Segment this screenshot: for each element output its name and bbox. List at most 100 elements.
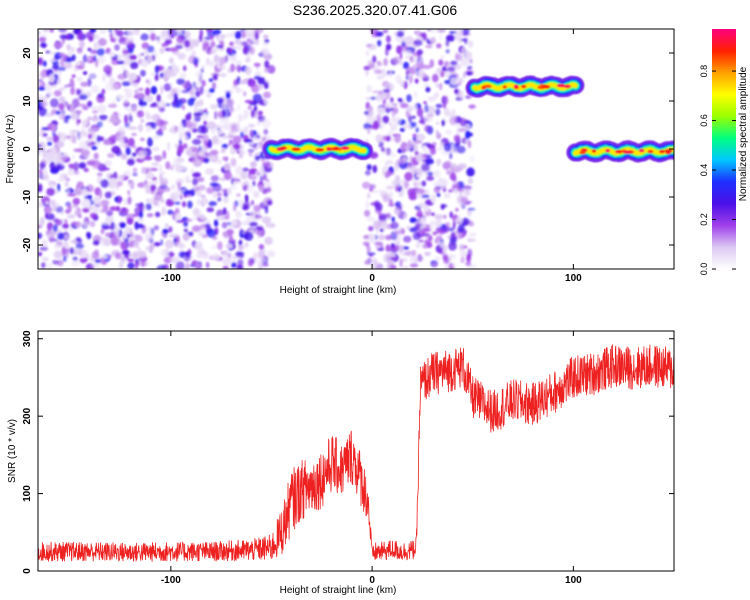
- noise-blob: [182, 65, 187, 72]
- noise-blob: [71, 129, 80, 134]
- noise-blob: [143, 183, 149, 188]
- noise-blob: [154, 193, 163, 202]
- snr-x-tick-label: 0: [369, 575, 375, 586]
- colorbar-label: Normalized spectral amplitude: [738, 66, 749, 201]
- noise-blob: [414, 103, 418, 111]
- noise-blob: [221, 135, 231, 139]
- noise-blob: [42, 149, 48, 158]
- noise-blob: [48, 73, 56, 83]
- noise-blob: [377, 40, 382, 47]
- noise-blob: [229, 184, 237, 190]
- noise-blob: [209, 34, 214, 41]
- noise-blob: [462, 29, 470, 36]
- noise-blob: [104, 160, 113, 167]
- noise-blob: [377, 121, 386, 130]
- noise-blob: [43, 168, 48, 177]
- noise-blob: [137, 53, 142, 59]
- noise-blob: [372, 55, 377, 63]
- noise-blob: [59, 58, 65, 67]
- noise-blob: [221, 102, 227, 112]
- noise-blob: [41, 262, 46, 269]
- noise-blob: [82, 71, 88, 75]
- noise-blob: [47, 207, 51, 216]
- noise-blob: [408, 192, 418, 201]
- noise-blob: [116, 180, 123, 187]
- noise-blob: [162, 150, 167, 160]
- noise-blob: [118, 195, 122, 204]
- noise-blob: [437, 29, 446, 33]
- noise-blob: [258, 244, 265, 250]
- noise-blob: [228, 234, 233, 242]
- noise-blob: [460, 204, 465, 208]
- noise-blob: [184, 120, 193, 128]
- noise-blob: [58, 96, 66, 103]
- noise-blob: [403, 36, 413, 43]
- noise-blob: [49, 182, 55, 189]
- noise-blob: [364, 170, 371, 176]
- noise-blob: [445, 221, 451, 229]
- noise-blob: [88, 133, 92, 140]
- signal-peak: [647, 149, 654, 154]
- noise-blob: [447, 227, 455, 232]
- noise-blob: [67, 214, 76, 219]
- noise-blob: [444, 160, 452, 166]
- noise-blob: [64, 218, 68, 229]
- noise-blob: [466, 65, 473, 70]
- noise-blob: [160, 239, 164, 246]
- noise-blob: [427, 171, 434, 177]
- noise-blob: [208, 88, 215, 93]
- noise-blob: [428, 226, 434, 234]
- noise-blob: [55, 205, 64, 213]
- noise-blob: [75, 187, 83, 196]
- noise-blob: [115, 150, 123, 157]
- noise-blob: [401, 41, 406, 47]
- noise-blob: [261, 48, 270, 56]
- noise-blob: [393, 107, 399, 114]
- noise-blob: [461, 217, 470, 226]
- snr-frame: [37, 330, 675, 572]
- noise-blob: [139, 210, 143, 219]
- noise-blob: [205, 261, 210, 269]
- noise-blob: [66, 57, 73, 63]
- noise-blob: [418, 120, 425, 124]
- spectrogram-y-tick-label: 10: [22, 95, 33, 107]
- noise-blob: [153, 199, 159, 204]
- noise-blob: [223, 163, 231, 171]
- noise-blob: [412, 115, 416, 119]
- noise-blob: [445, 129, 453, 135]
- noise-blob: [38, 169, 43, 174]
- noise-blob: [209, 149, 219, 155]
- signal-peak: [563, 84, 572, 89]
- noise-blob: [132, 172, 138, 177]
- noise-blob: [86, 231, 90, 238]
- noise-blob: [376, 75, 385, 80]
- noise-blob: [255, 230, 263, 235]
- noise-blob: [373, 220, 381, 230]
- noise-blob: [436, 193, 441, 197]
- noise-blob: [38, 132, 42, 137]
- noise-blob: [467, 177, 474, 185]
- noise-blob: [241, 182, 245, 187]
- noise-blob: [92, 205, 97, 214]
- noise-blob: [227, 98, 235, 108]
- noise-blob: [124, 90, 133, 99]
- noise-blob: [247, 259, 254, 267]
- noise-blob: [414, 256, 418, 264]
- noise-blob: [389, 256, 397, 261]
- spectrogram-x-axis-label: Height of straight line (km): [280, 285, 397, 296]
- signal-peak: [279, 146, 287, 150]
- noise-blob: [201, 79, 206, 87]
- noise-blob: [52, 259, 59, 265]
- noise-blob: [89, 220, 96, 228]
- noise-blob: [382, 166, 386, 177]
- noise-blob: [193, 112, 203, 117]
- noise-blob: [412, 55, 418, 62]
- noise-blob: [235, 210, 243, 219]
- noise-blob: [129, 227, 133, 237]
- noise-blob: [382, 89, 391, 93]
- noise-blob: [58, 103, 65, 111]
- noise-blob: [109, 32, 114, 39]
- noise-blob: [203, 120, 208, 126]
- noise-blob: [454, 31, 463, 41]
- noise-blob: [234, 30, 242, 40]
